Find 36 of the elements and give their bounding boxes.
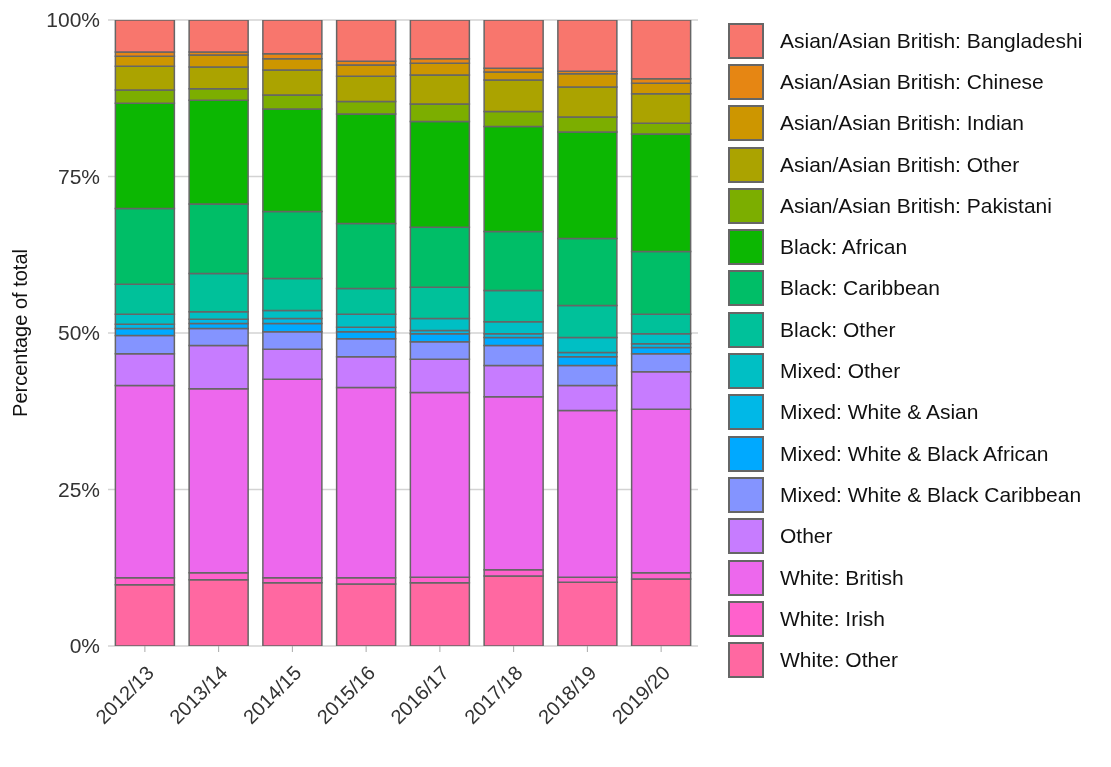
bar [262, 582, 323, 646]
legend-label: Asian/Asian British: Indian [780, 111, 1024, 136]
legend-label: Other [780, 524, 833, 549]
legend-label: Black: African [780, 235, 908, 260]
bar [483, 20, 544, 69]
legend-label: White: Other [780, 648, 898, 673]
bar [557, 581, 618, 646]
y-axis-title: Percentage of total [9, 249, 32, 417]
bar [335, 20, 397, 63]
bar [114, 583, 176, 646]
legend-label: Asian/Asian British: Pakistani [780, 193, 1052, 218]
y-tick-label: 75% [57, 164, 100, 188]
bar [188, 578, 249, 646]
legend-label: White: British [780, 565, 904, 590]
bar [630, 20, 692, 80]
y-tick-label: 0% [69, 634, 100, 658]
bar [335, 583, 397, 646]
legend-label: Black: Caribbean [780, 276, 940, 301]
legend-label: Mixed: White & Black Caribbean [780, 482, 1082, 507]
legend-label: Black: Other [780, 317, 896, 342]
legend-label: Asian/Asian British: Other [780, 152, 1020, 177]
legend-label: Asian/Asian British: Bangladeshi [780, 28, 1083, 53]
bar [188, 20, 249, 53]
y-tick-label: 25% [57, 477, 100, 501]
bar [409, 20, 471, 60]
bar [557, 20, 618, 73]
legend-label: White: Irish [780, 606, 886, 631]
bar [409, 582, 471, 646]
legend-label: Mixed: White & Asian [780, 400, 979, 425]
legend-label: Asian/Asian British: Chinese [780, 69, 1044, 94]
legend-label: Mixed: Other [780, 359, 901, 384]
y-tick-label: 50% [57, 321, 100, 345]
bar [630, 578, 692, 646]
legend-label: Mixed: White & Black African [780, 441, 1049, 466]
y-tick-label: 100% [46, 8, 100, 32]
bar [114, 20, 176, 53]
